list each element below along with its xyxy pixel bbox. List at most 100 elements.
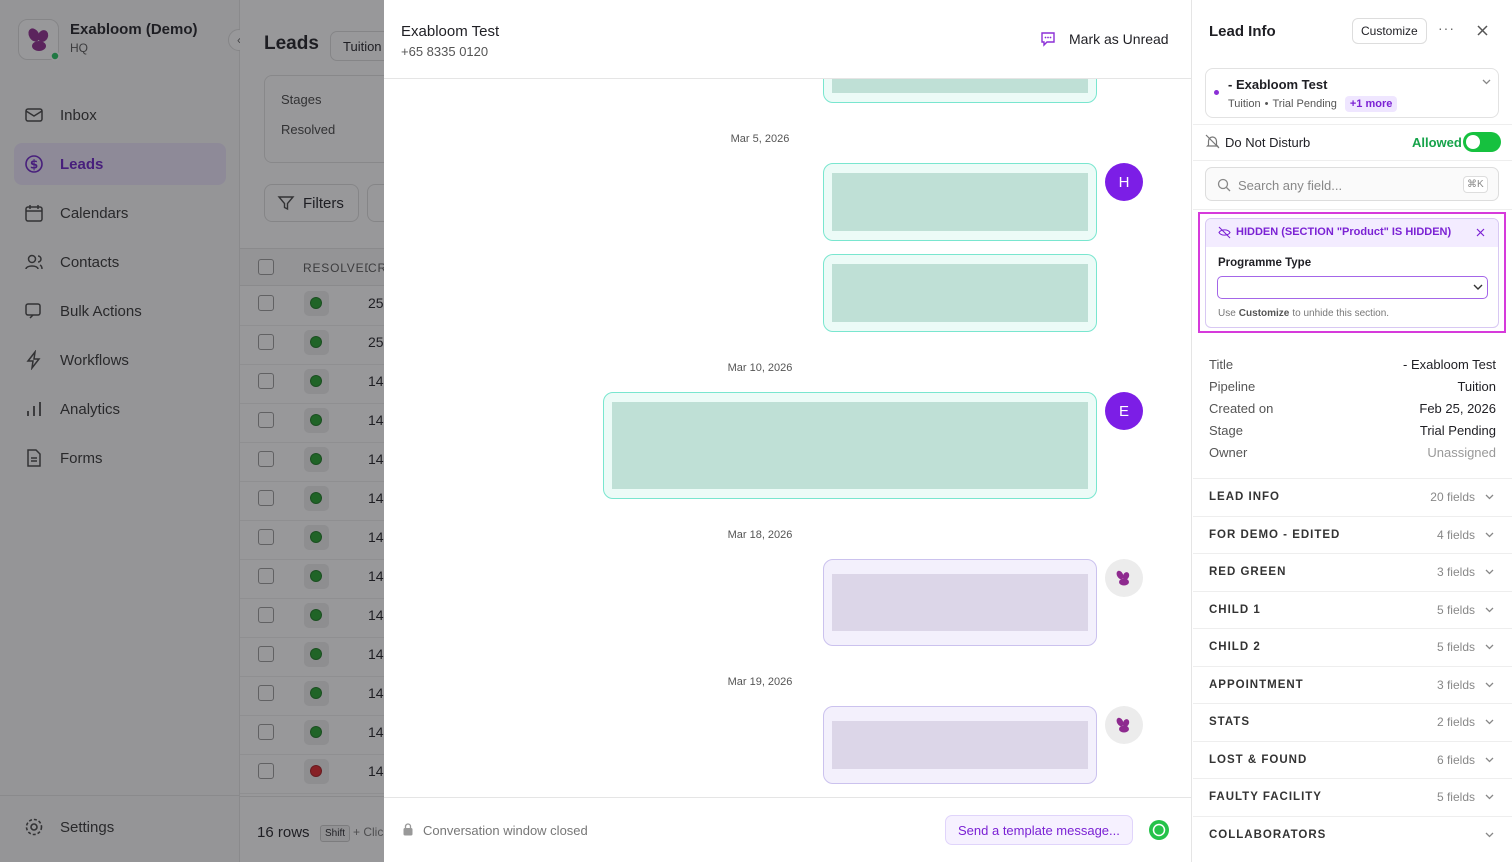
row-checkbox[interactable]: [258, 646, 274, 662]
nav-item[interactable]: $ Leads: [14, 143, 226, 185]
select-all-checkbox[interactable]: [258, 259, 274, 275]
section-count: 20 fields: [1430, 490, 1475, 505]
section-row[interactable]: LEAD INFO 20 fields: [1193, 478, 1512, 516]
status-dot: [310, 648, 322, 660]
table-row: [240, 677, 384, 716]
nav-item[interactable]: Contacts: [14, 241, 226, 283]
row-checkbox[interactable]: [258, 529, 274, 545]
nav-icon: [25, 303, 41, 319]
org-name: Exabloom (Demo): [70, 21, 198, 38]
nav-label: Contacts: [60, 253, 120, 271]
close-button[interactable]: [1477, 25, 1488, 36]
section-row[interactable]: STATS 2 fields: [1193, 703, 1512, 741]
search-field[interactable]: Search any field... ⌘K: [1205, 167, 1499, 201]
filter-label: Stages: [281, 92, 322, 107]
nav-item[interactable]: Bulk Actions: [14, 290, 226, 332]
status-dot: [310, 375, 322, 387]
table-row: [240, 755, 384, 794]
nav-icon: [27, 449, 41, 467]
row-checkbox[interactable]: [258, 490, 274, 506]
section-row[interactable]: CHILD 1 5 fields: [1193, 590, 1512, 629]
nav-icon: [25, 205, 43, 222]
status-dot: [310, 726, 322, 738]
divider: [1193, 124, 1512, 125]
page-title: Leads: [264, 33, 319, 54]
table-row: [240, 521, 384, 560]
section-row[interactable]: LOST & FOUND 6 fields: [1193, 740, 1512, 779]
section-count: 6 fields: [1436, 752, 1475, 767]
more-button[interactable]: ···: [1438, 20, 1455, 36]
nav-item[interactable]: Analytics: [14, 388, 226, 430]
whatsapp-icon: [1149, 820, 1169, 840]
nav-icon: [27, 402, 41, 416]
section-row[interactable]: COLLABORATORS: [1193, 815, 1512, 854]
section-row[interactable]: RED GREEN 3 fields: [1193, 553, 1512, 591]
message-bubble: [823, 706, 1097, 784]
nav-icon: [26, 350, 41, 370]
nav-item[interactable]: Forms: [14, 437, 226, 479]
svg-text:$: $: [30, 158, 38, 172]
detail-label: Owner: [1209, 445, 1248, 460]
lead-card[interactable]: - Exabloom Test Tuition • Trial Pending …: [1205, 68, 1499, 118]
nav-label: Calendars: [60, 204, 129, 222]
detail-value: Tuition: [1457, 379, 1496, 394]
template-button[interactable]: Send a template message...: [945, 815, 1133, 845]
column-header: CREATED: [368, 261, 384, 275]
conversation-panel: Exabloom Test +65 8335 0120 Mark as Unre…: [384, 0, 1192, 862]
filters-button[interactable]: Filters: [264, 184, 359, 222]
section-row[interactable]: FAULTY FACILITY 5 fields: [1193, 778, 1512, 816]
org-sub: HQ: [70, 41, 88, 55]
filters-label: Filters: [303, 194, 344, 212]
section-row[interactable]: APPOINTMENT 3 fields: [1193, 665, 1512, 704]
chevron: [1485, 532, 1494, 538]
row-checkbox[interactable]: [258, 568, 274, 584]
overlay[interactable]: [0, 0, 384, 862]
nav-label: Workflows: [60, 351, 129, 369]
row-checkbox[interactable]: [258, 412, 274, 428]
settings-link[interactable]: Settings: [14, 806, 226, 848]
section-name: LOST & FOUND: [1209, 753, 1308, 766]
status-dot: [310, 687, 322, 699]
section-name: APPOINTMENT: [1209, 678, 1304, 691]
nav-item[interactable]: Calendars: [14, 192, 226, 234]
nav-item[interactable]: Workflows: [14, 339, 226, 381]
row-checkbox[interactable]: [258, 451, 274, 467]
dnd-toggle[interactable]: [1463, 132, 1501, 152]
detail-value: Unassigned: [1427, 445, 1496, 460]
row-checkbox[interactable]: [258, 334, 274, 350]
row-checkbox[interactable]: [258, 373, 274, 389]
lock-icon: [403, 823, 413, 836]
created-cell: 14: [368, 685, 384, 701]
detail-label: Stage: [1209, 423, 1243, 438]
created-cell: 14: [368, 646, 384, 662]
section-row[interactable]: FOR DEMO - EDITED 4 fields: [1193, 515, 1512, 554]
row-checkbox[interactable]: [258, 685, 274, 701]
status-dot: [310, 531, 322, 543]
hint-text: Use: [1218, 308, 1236, 319]
field-select[interactable]: [1217, 276, 1488, 299]
shift-hint: + Click: [353, 825, 384, 839]
row-checkbox[interactable]: [258, 295, 274, 311]
badge: +1 more: [1344, 96, 1398, 112]
section-row[interactable]: CHILD 2 5 fields: [1193, 628, 1512, 666]
highlight-frame: [1198, 212, 1506, 333]
chevron: [1485, 644, 1494, 650]
nav-item[interactable]: Inbox: [14, 94, 226, 136]
detail-row: Pipeline Tuition: [1209, 379, 1496, 394]
detail-value: Feb 25, 2026: [1419, 401, 1496, 416]
row-checkbox[interactable]: [258, 763, 274, 779]
row-checkbox[interactable]: [258, 724, 274, 740]
divider: [384, 797, 1191, 798]
customize-button[interactable]: Customize: [1352, 18, 1427, 44]
chevron: [1485, 719, 1494, 725]
mark-unread-button[interactable]: Mark as Unread: [1039, 30, 1169, 48]
search-placeholder: Search any field...: [1238, 178, 1343, 193]
hint-text: to unhide this section.: [1292, 308, 1390, 319]
lead-card-stage: Trial Pending: [1272, 98, 1337, 110]
view-button[interactable]: [367, 184, 384, 222]
detail-row: Created on Feb 25, 2026: [1209, 401, 1496, 416]
row-checkbox[interactable]: [258, 607, 274, 623]
pipeline-select[interactable]: Tuition: [330, 31, 384, 61]
divider: [0, 795, 239, 796]
dismiss-button[interactable]: [1476, 228, 1485, 237]
